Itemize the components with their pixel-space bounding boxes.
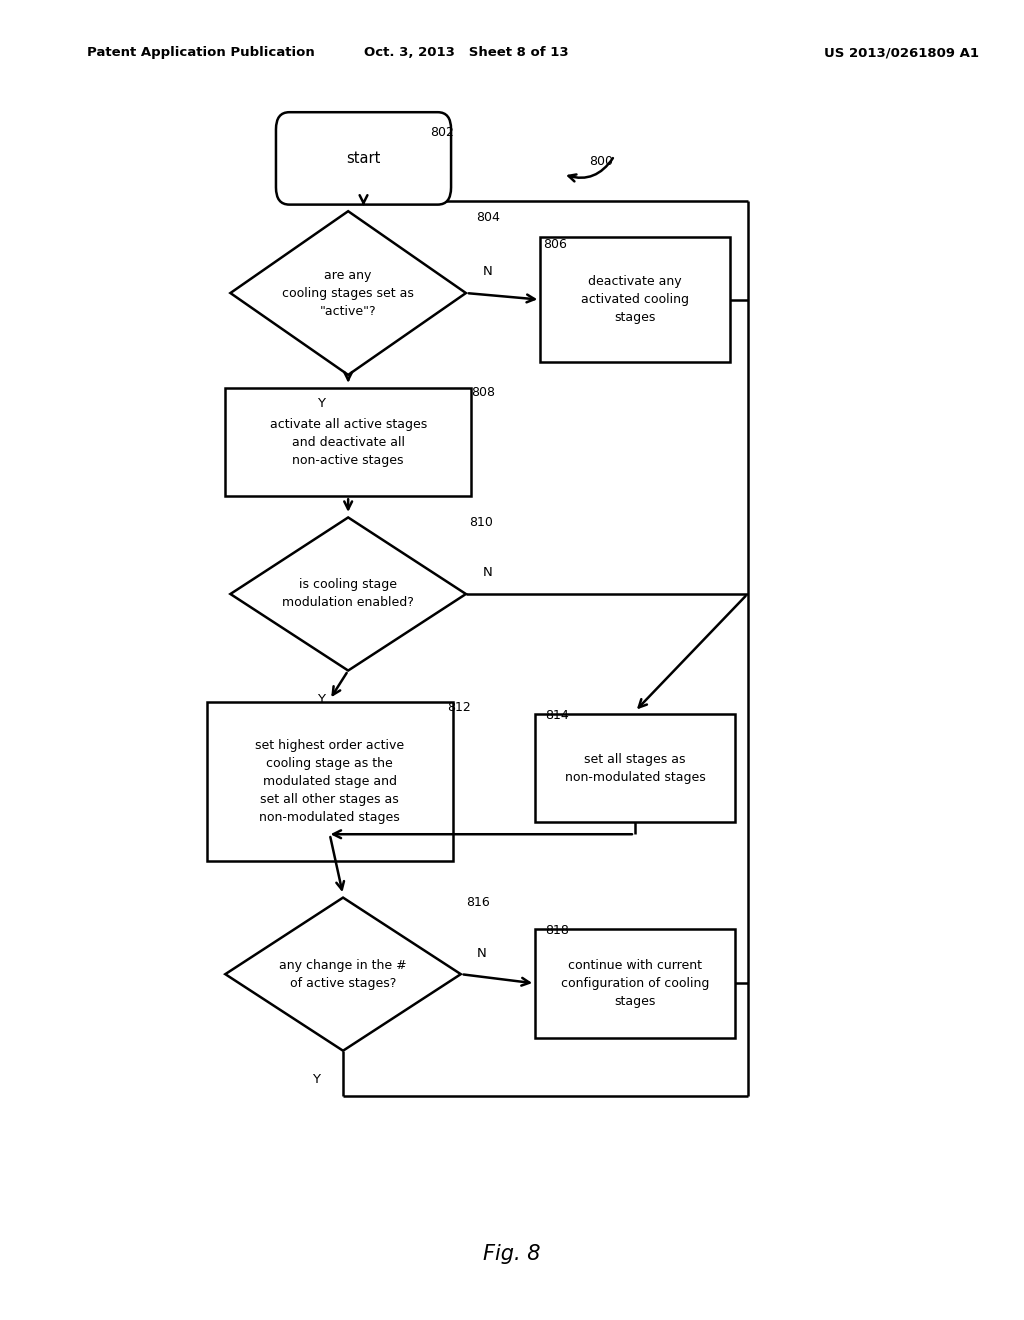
Bar [207, 702, 453, 861]
Text: 812: 812 [447, 701, 471, 714]
Text: start: start [346, 150, 381, 166]
Bar [535, 929, 735, 1038]
Text: Oct. 3, 2013   Sheet 8 of 13: Oct. 3, 2013 Sheet 8 of 13 [364, 46, 568, 59]
Polygon shape [230, 211, 466, 375]
Text: US 2013/0261809 A1: US 2013/0261809 A1 [823, 46, 979, 59]
Bar [225, 388, 471, 496]
Bar [535, 714, 735, 822]
Text: 802: 802 [430, 125, 454, 139]
Text: any change in the #
of active stages?: any change in the # of active stages? [280, 958, 407, 990]
Text: set highest order active
cooling stage as the
modulated stage and
set all other : set highest order active cooling stage a… [255, 739, 404, 824]
Text: 810: 810 [469, 516, 493, 529]
Text: Fig. 8: Fig. 8 [483, 1243, 541, 1265]
Polygon shape [230, 517, 466, 671]
Text: Y: Y [317, 693, 326, 706]
Text: continue with current
configuration of cooling
stages: continue with current configuration of c… [561, 958, 709, 1008]
Text: Y: Y [312, 1073, 321, 1086]
Text: Patent Application Publication: Patent Application Publication [87, 46, 314, 59]
Bar [541, 238, 729, 362]
Text: 814: 814 [545, 709, 568, 722]
Text: is cooling stage
modulation enabled?: is cooling stage modulation enabled? [283, 578, 414, 610]
Polygon shape [225, 898, 461, 1051]
FancyBboxPatch shape [275, 112, 451, 205]
Text: 804: 804 [476, 211, 500, 224]
Text: N: N [477, 946, 487, 960]
Text: N: N [482, 566, 493, 579]
Text: 800: 800 [589, 154, 612, 168]
Text: 806: 806 [543, 238, 566, 251]
Text: 808: 808 [471, 385, 495, 399]
Text: Y: Y [317, 397, 326, 411]
Text: 818: 818 [545, 924, 568, 937]
Text: are any
cooling stages set as
"active"?: are any cooling stages set as "active"? [283, 268, 414, 318]
Text: set all stages as
non-modulated stages: set all stages as non-modulated stages [564, 752, 706, 784]
Text: deactivate any
activated cooling
stages: deactivate any activated cooling stages [581, 275, 689, 325]
Text: 816: 816 [466, 896, 489, 909]
Text: N: N [482, 265, 493, 279]
Text: activate all active stages
and deactivate all
non-active stages: activate all active stages and deactivat… [269, 417, 427, 467]
